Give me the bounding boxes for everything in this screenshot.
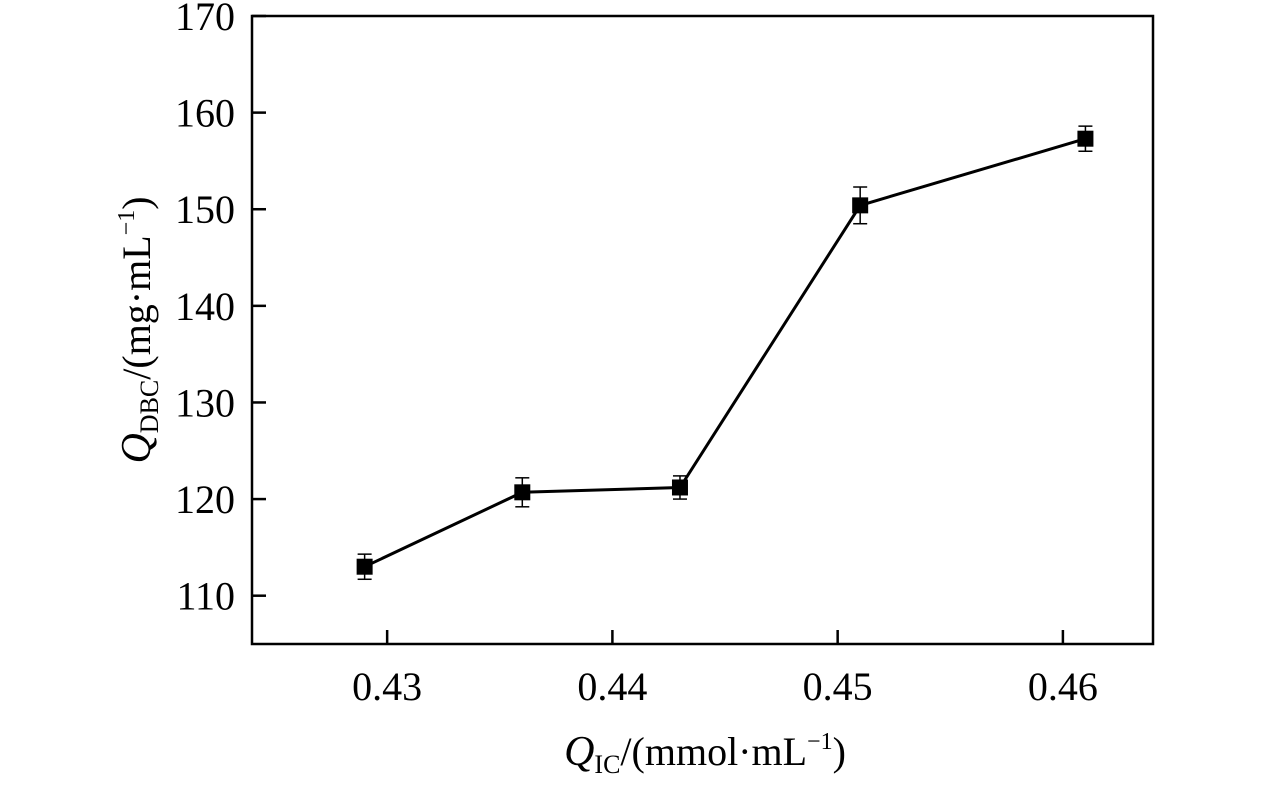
y-tick-label: 170 (175, 0, 235, 39)
y-tick-label: 130 (175, 380, 235, 425)
x-axis-subscript: IC (594, 750, 620, 779)
series-layer (356, 125, 1094, 581)
y-tick-label: 160 (175, 91, 235, 136)
x-axis-title: QIC/(mmol·mL−1) (564, 729, 846, 779)
data-point (514, 484, 531, 501)
x-tick-label: 0.45 (803, 664, 873, 709)
data-point (1077, 130, 1094, 147)
x-axis: 0.43 0.44 0.45 0.46 (352, 630, 1098, 709)
x-tick-label: 0.46 (1028, 664, 1098, 709)
plot-frame (250, 14, 1155, 646)
series-line (363, 137, 1086, 569)
x-tick-label: 0.43 (352, 664, 422, 709)
x-axis-symbol: Q (564, 729, 594, 775)
x-axis-unit-close: ) (833, 729, 846, 774)
y-axis-subscript: DBC (135, 380, 164, 433)
y-axis-title: QDBC/(mg·mL−1) (114, 196, 164, 463)
data-point (852, 197, 869, 214)
y-axis-symbol: Q (114, 433, 160, 463)
x-axis-unit-exponent: −1 (807, 729, 833, 755)
data-point (356, 558, 373, 575)
y-axis: 110 120 130 140 150 160 170 (175, 0, 266, 619)
x-tick-label: 0.44 (577, 664, 647, 709)
y-tick-label: 120 (175, 477, 235, 522)
data-point (671, 479, 688, 496)
y-axis-unit-close: ) (114, 196, 159, 209)
x-axis-unit: /(mmol·mL (620, 729, 807, 774)
y-tick-label: 140 (175, 284, 235, 329)
y-tick-label: 110 (176, 574, 235, 619)
y-tick-label: 150 (175, 187, 235, 232)
y-axis-unit: /(mg·mL (114, 235, 159, 379)
y-axis-unit-exponent: −1 (114, 210, 140, 236)
